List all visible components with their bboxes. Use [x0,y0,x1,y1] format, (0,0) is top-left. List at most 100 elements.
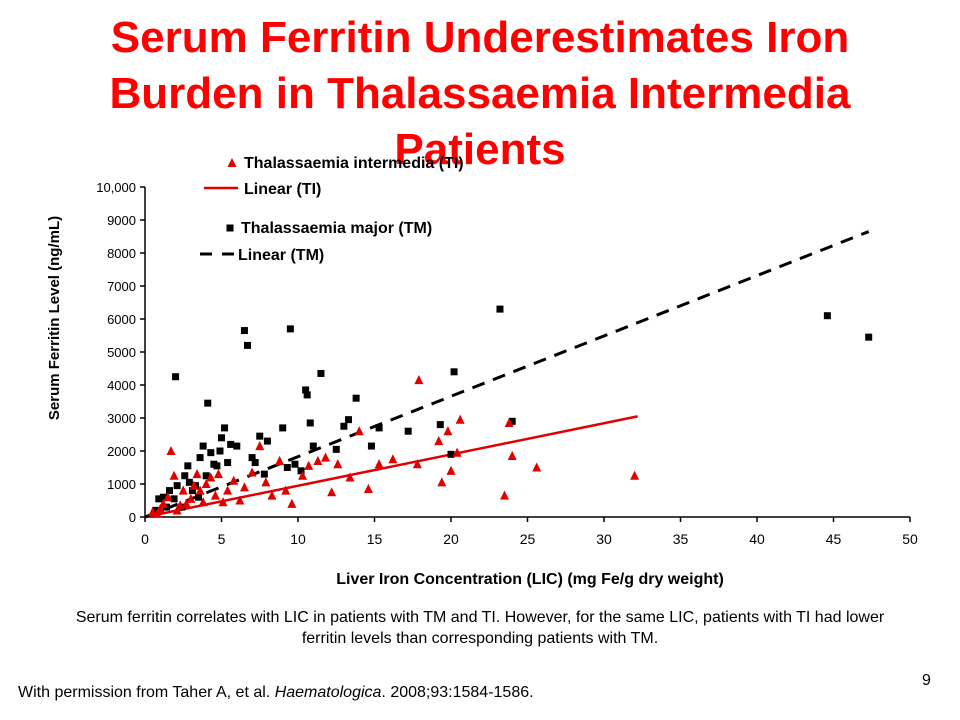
tm-point [155,495,163,503]
ti-point [275,455,285,465]
y-tick-label: 10,000 [96,180,136,195]
ti-point [321,452,331,462]
ti-point [186,493,196,503]
ti-point [630,470,640,480]
chart-legend: Thalassaemia intermedia (TI) Linear (TI) T… [200,155,464,264]
ti-point [500,490,510,500]
tm-point [213,462,221,470]
ti-point [198,497,208,507]
ti-point [218,497,228,507]
y-axis-label: Serum Ferritin Level (ng/mL) [46,216,63,420]
legend-label: Linear (TI) [244,181,321,198]
chart-caption: Serum ferritin correlates with LIC in pa… [75,609,885,647]
trendline-tm [144,230,870,519]
tm-point [286,325,294,333]
tm-point [375,424,383,432]
tm-point [170,495,178,503]
tm-point [188,487,196,495]
ti-point [287,498,297,508]
ti-point [345,472,355,482]
tm-point [865,333,873,341]
tm-point [297,467,305,475]
tm-point [195,493,203,501]
tm-point [165,487,173,495]
tm-point [303,391,311,399]
ti-point [195,485,205,495]
tm-point [344,416,352,424]
ti-point [452,447,462,457]
ti-point [223,485,233,495]
ti-point [333,459,343,469]
y-tick-label: 3000 [107,411,136,426]
ti-point [363,483,373,493]
ti-point [255,441,265,451]
y-tick-label: 7000 [107,279,136,294]
tm-point [306,419,314,427]
x-axis-label: Liver Iron Concentration (LIC) (mg Fe/g … [336,571,724,588]
x-tick-label: 45 [826,531,842,547]
ti-point [304,460,314,470]
tm-point [244,341,252,349]
ti-point [181,498,191,508]
ti-point [437,477,447,487]
tm-point [248,454,256,462]
y-tick-label: 1000 [107,477,136,492]
x-axis: 0 5 10 15 20 25 30 35 40 45 50 [141,516,918,547]
tm-point [159,493,167,501]
ti-point [507,450,517,460]
ti-point [192,469,202,479]
tm-point [216,447,224,455]
ti-point [261,477,271,487]
tm-point [218,434,225,442]
ti-point [213,469,223,479]
ti-point [239,482,249,492]
ti-point [504,417,514,427]
ti-point [166,445,176,456]
ti-point [327,487,337,497]
ti-point [374,459,384,469]
y-tick-label: 0 [129,510,136,525]
tm-point [240,327,248,335]
ti-point [446,465,456,475]
tm-point [283,464,291,471]
ti-point [412,459,422,469]
ti-point [206,472,216,482]
tm-point [279,424,287,432]
ti-point [178,485,188,495]
legend-label: Linear (TM) [238,247,324,264]
ti-point [189,480,199,490]
y-axis: 0 1000 2000 3000 4000 5000 6000 7000 8000 9000 10,… [96,180,146,525]
tm-point [202,472,210,480]
tm-point [367,442,375,450]
tm-point [199,442,207,450]
tm-point [227,440,235,448]
tm-point [260,470,268,478]
y-tick-label: 9000 [107,213,136,228]
x-tick-label: 40 [749,531,765,547]
ti-point [281,485,291,495]
ti-point [229,475,239,485]
x-tick-label: 5 [218,531,226,547]
ti-point [354,426,364,436]
ti-point [152,508,162,518]
ti-point [235,495,245,505]
permission-prefix: With permission from Taher A, et al. [18,684,275,701]
tm-point [404,427,412,435]
tm-point [508,417,516,425]
legend-square-marker [226,224,234,232]
legend-label: Thalassaemia major (TM) [241,220,432,237]
ti-point [298,470,308,480]
page-number: 9 [922,672,931,689]
data-points [148,305,873,518]
tm-point [207,449,215,457]
tm-point [496,305,504,313]
tm-point [317,369,325,377]
ti-point [169,470,179,480]
tm-point [309,442,317,450]
x-tick-label: 25 [520,531,536,547]
y-tick-label: 2000 [107,444,136,459]
tm-point [204,399,212,407]
tm-point [302,386,310,394]
ti-point [210,490,220,500]
